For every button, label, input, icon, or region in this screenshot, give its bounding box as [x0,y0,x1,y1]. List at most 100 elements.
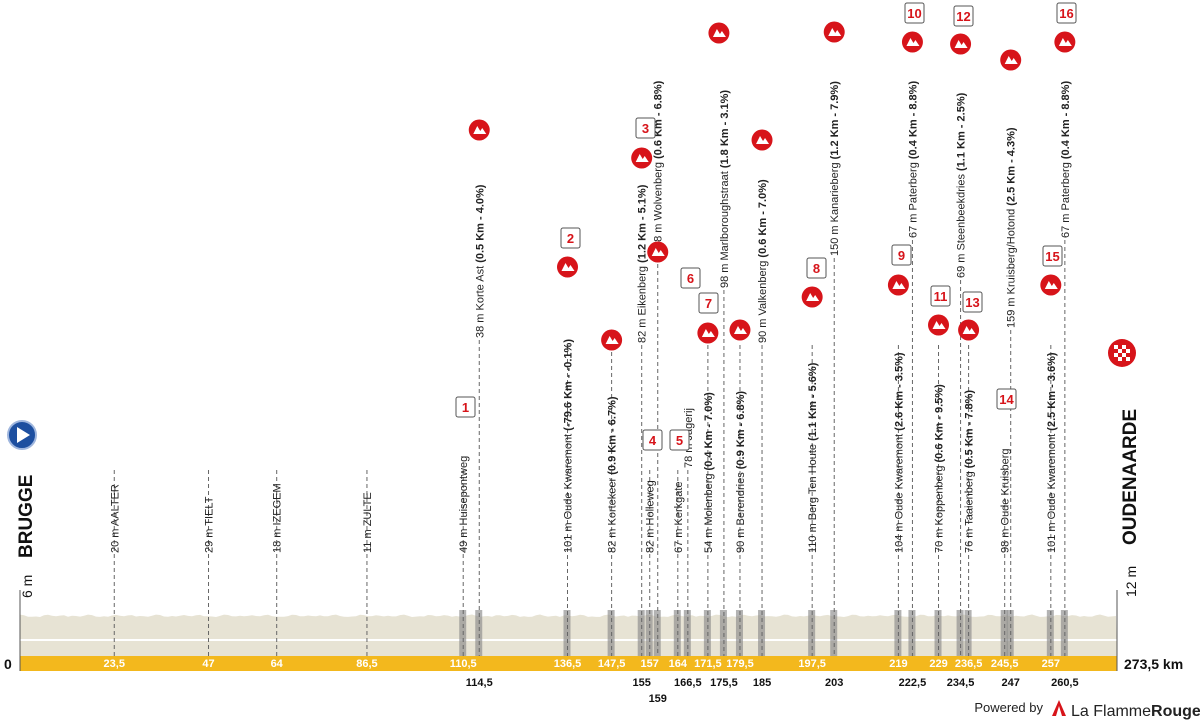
sector-number-badge: 13 [962,291,983,313]
sector-number-badge: 11 [930,285,951,307]
waypoint-label: 98 m Marlboroughstraat (1.8 Km - 3.1%) [719,90,731,288]
waypoint-label: 67 m Paterberg (0.4 Km - 8.8%) [907,81,919,238]
waypoint-label: 29 m TIELT [204,496,216,553]
km-tick-label: 247 [1002,677,1020,689]
waypoint-label: 20 m AALTER [109,484,121,553]
km-tick-label: 245,5 [991,658,1019,670]
powered-by-text: Powered by [974,700,1043,715]
sector-number-badge: 3 [635,117,656,139]
waypoint-label: 49 m Huisepontweg [458,456,470,553]
waypoint-label: 98 m Oude Kruisberg [1000,448,1012,553]
climb-icon [950,33,972,55]
sector-number-badge: 8 [806,257,827,279]
sector-number-badge: 14 [996,388,1017,410]
finish-altitude: 12 m [1123,566,1139,597]
climb-icon [1000,49,1022,71]
sector-number-badge: 6 [680,267,701,289]
sector-number: 10 [907,6,921,21]
climb-icon [631,147,653,169]
waypoint-label: 82 m Holleweg [645,480,657,553]
climb-icon [887,274,909,296]
sector-number: 6 [687,271,694,286]
climb-icon [601,329,623,351]
climb-icon [468,119,490,141]
climb-icon [729,319,751,341]
km-tick-label: 147,5 [598,658,626,670]
climb-icon [647,241,669,263]
km-tick-label: 64 [271,658,284,670]
km-tick-label: 171,5 [694,658,722,670]
km-tick-label: 157 [641,658,659,670]
climb-icon [823,21,845,43]
waypoint-label: 38 m Korte Ast (0.5 Km - 4.0%) [474,184,486,338]
km-tick-label: 229 [929,658,947,670]
sector-number: 2 [567,231,574,246]
sector-number: 4 [649,433,657,448]
sector-number-badge: 10 [904,2,925,24]
km-tick-label: 197,5 [798,658,826,670]
waypoint-label: 68 m Wolvenberg (0.6 Km - 6.8%) [653,80,665,248]
waypoint-label: 18 m IZEGEM [272,483,284,553]
climb-icon [751,129,773,151]
waypoint-label: 90 m Berendries (0.9 Km - 6.8%) [735,391,747,553]
waypoint-label: 70 m Koppenberg (0.6 Km - 9.5%) [934,384,946,553]
sector-number: 13 [965,295,979,310]
waypoint-label: 11 m ZULTE [362,492,374,553]
sector-number-badge: 2 [560,227,581,249]
km-tick-label: 110,5 [450,658,477,670]
start-altitude: 6 m [19,575,35,598]
km-tick-label: 175,5 [710,677,738,689]
flame-logo-icon [1052,700,1066,716]
sector-number-badge: 16 [1056,2,1077,24]
sector-number-badge: 7 [698,292,719,314]
waypoint-label: 101 m Oude Kwaremont (-79.6 Km - -0.1%) [562,339,574,553]
km-tick-label: 234,5 [947,677,975,689]
finish-city: OUDENAARDE [1120,409,1141,545]
waypoint-label: 69 m Steenbeekdries (1.1 Km - 2.5%) [956,92,968,278]
waypoint-label: 54 m Molenberg (0.4 Km - 7.0%) [703,392,715,553]
km-tick-label: 203 [825,677,843,689]
climb-icon [1040,274,1062,296]
km-tick-label: 222,5 [899,677,927,689]
km-tick-label: 23,5 [104,658,125,670]
waypoint-lines [113,240,1066,656]
sector-number: 11 [934,289,948,304]
waypoint-labels: 20 m AALTER 29 m TIELT 18 m IZEGEM 11 m ZUL… [109,80,1072,553]
climb-icon [928,314,950,336]
start-km: 0 [4,656,12,672]
waypoint-label: 150 m Kanarieberg (1.2 Km - 7.9%) [829,81,841,256]
waypoint-label: 110 m Berg Ten Houte (1.1 Km - 5.6%) [807,362,819,553]
km-tick-label: 164 [669,658,688,670]
sector-number: 12 [956,9,970,24]
km-tick-label: 185 [753,677,771,689]
distance-bar: 23,5 47 64 86,5 110,5 114,5 136,5 147,5 155 157 15… [19,590,1118,705]
waypoint-label: 67 m Paterberg (0.4 Km - 8.8%) [1060,81,1072,238]
km-tick-label: 260,5 [1051,677,1079,689]
sector-number: 16 [1059,6,1073,21]
km-tick-label: 47 [202,658,214,670]
sector-number-badge: 12 [953,5,974,27]
waypoint-label: 104 m Oude Kwaremont (2.6 Km - 3.5%) [893,352,905,553]
waypoint-label: 101 m Oude Kwaremont (2.5 Km - 3.6%) [1046,352,1058,553]
brand-logo-text: La FlammeRouge [1071,703,1200,720]
sector-number: 7 [705,296,712,311]
km-tick-label: 257 [1042,658,1060,670]
km-tick-label: 155 [633,677,651,689]
climb-icon [1054,31,1076,53]
brand-name-b: Rouge [1151,703,1200,720]
distance-strip [20,656,1117,671]
play-icon [17,427,30,443]
finish-flag-icon [1108,339,1136,367]
elevation-profile [20,610,1117,656]
sector-number: 5 [676,433,683,448]
sector-number-badge: 9 [891,244,912,266]
sector-number: 1 [462,400,469,415]
km-tick-label: 86,5 [356,658,377,670]
start-city: BRUGGE [16,475,37,558]
km-tick-label: 136,5 [554,658,582,670]
start-marker [7,420,37,450]
sector-block [475,610,483,656]
km-tick-label: 236,5 [955,658,983,670]
